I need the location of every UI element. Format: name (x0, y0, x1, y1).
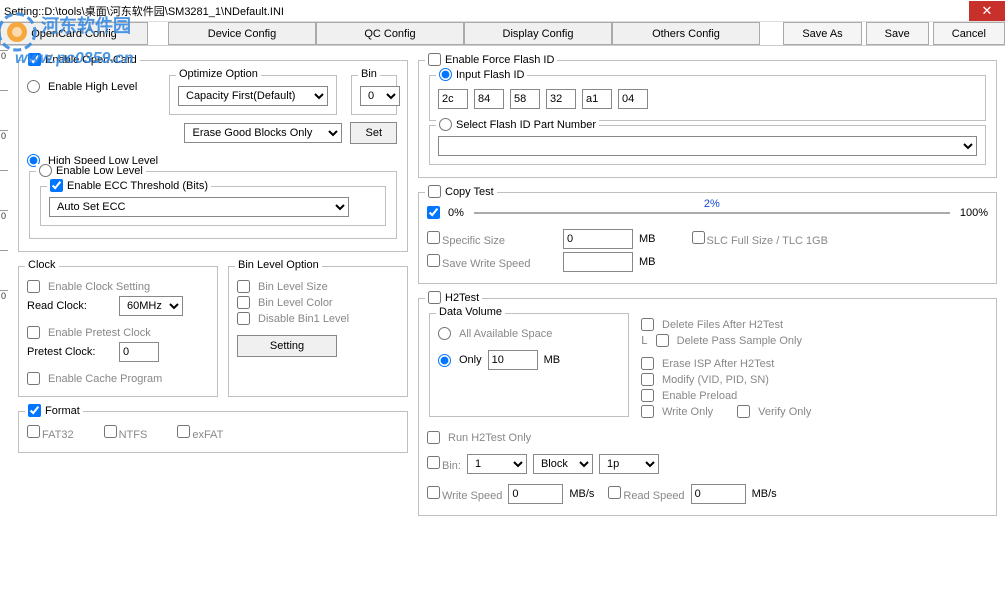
side-ruler: 0000 (0, 50, 8, 550)
low-level-radio[interactable] (39, 164, 52, 177)
save-as-button[interactable]: Save As (783, 22, 861, 45)
h2-bin-select[interactable]: 1 (467, 454, 527, 474)
tab-display[interactable]: Display Config (464, 22, 612, 45)
progress-bar: 2% (474, 212, 950, 214)
h2-check[interactable] (428, 291, 441, 304)
write-speed-check[interactable] (427, 486, 440, 499)
titlebar: Setting::D:\tools\桌面\河东软件园\SM3281_1\NDef… (0, 0, 1005, 22)
bin-level-group: Bin Level Option Bin Level Size Bin Leve… (228, 266, 408, 397)
spec-size-input[interactable] (563, 229, 633, 249)
bin-disable-check[interactable] (237, 312, 250, 325)
flash-id-1[interactable] (474, 89, 504, 109)
ecc-select[interactable]: Auto Set ECC (49, 197, 349, 217)
tab-qc[interactable]: QC Config (316, 22, 464, 45)
bin-color-check[interactable] (237, 296, 250, 309)
tab-opencard[interactable]: OpenCard Config (0, 22, 148, 45)
data-volume-group: Data Volume All Available Space Only MB (429, 313, 629, 417)
preload-check[interactable] (641, 389, 654, 402)
flash-id-check[interactable] (428, 53, 441, 66)
flash-id-2[interactable] (510, 89, 540, 109)
bin-group: Bin 0 (351, 75, 397, 115)
read-speed-input[interactable] (691, 484, 746, 504)
part-number-radio[interactable] (439, 118, 452, 131)
part-number-group: Select Flash ID Part Number (429, 125, 986, 165)
optimize-select[interactable]: Capacity First(Default) (178, 86, 328, 106)
save-button[interactable]: Save (866, 22, 929, 45)
read-speed-check[interactable] (608, 486, 621, 499)
verify-only-check[interactable] (737, 405, 750, 418)
delete-pass-check[interactable] (656, 334, 669, 347)
write-speed-input[interactable] (508, 484, 563, 504)
optimize-group: Optimize Option Capacity First(Default) (169, 75, 337, 115)
exfat-check[interactable] (177, 425, 190, 438)
flash-id-3[interactable] (546, 89, 576, 109)
save-write-check[interactable] (427, 254, 440, 267)
bin-size-check[interactable] (237, 280, 250, 293)
flash-id-0[interactable] (438, 89, 468, 109)
copy-test-group: Copy Test 0% 2% 100% Specific Size MB SL… (418, 192, 997, 284)
input-flash-radio[interactable] (439, 68, 452, 81)
slc-check[interactable] (692, 231, 705, 244)
input-flash-id-group: Input Flash ID (429, 75, 986, 121)
spec-size-check[interactable] (427, 231, 440, 244)
high-level-radio[interactable] (27, 80, 40, 93)
pretest-clock-input[interactable] (119, 342, 159, 362)
only-radio[interactable] (438, 354, 451, 367)
pretest-enable-check[interactable] (27, 326, 40, 339)
format-check[interactable] (28, 404, 41, 417)
clock-enable-check[interactable] (27, 280, 40, 293)
close-button[interactable]: ✕ (969, 1, 1005, 21)
all-space-radio[interactable] (438, 327, 451, 340)
copy-run-check[interactable] (427, 206, 440, 219)
tab-others[interactable]: Others Config (612, 22, 760, 45)
format-group: Format FAT32 NTFS exFAT (18, 411, 408, 453)
open-card-check[interactable] (28, 53, 41, 66)
open-card-group: Enable Open-Card Enable High Level Optim… (18, 60, 408, 252)
copy-test-check[interactable] (428, 185, 441, 198)
h2test-group: H2Test Data Volume All Available Space O… (418, 298, 997, 516)
clock-group: Clock Enable Clock Setting Read Clock:60… (18, 266, 218, 397)
ntfs-check[interactable] (104, 425, 117, 438)
run-h2-only-check[interactable] (427, 431, 440, 444)
toolbar: OpenCard Config Device Config QC Config … (0, 22, 1005, 46)
flash-id-group: Enable Force Flash ID Input Flash ID Sel… (418, 60, 997, 178)
h2-bin-check[interactable] (427, 456, 440, 469)
flash-id-4[interactable] (582, 89, 612, 109)
flash-id-5[interactable] (618, 89, 648, 109)
write-only-check[interactable] (641, 405, 654, 418)
part-number-select[interactable] (438, 136, 977, 156)
cache-check[interactable] (27, 372, 40, 385)
bin-setting-button[interactable]: Setting (237, 335, 337, 357)
ecc-group: Enable ECC Threshold (Bits) Auto Set ECC (40, 186, 386, 226)
fat32-check[interactable] (27, 425, 40, 438)
erase-isp-check[interactable] (641, 357, 654, 370)
window-title: Setting::D:\tools\桌面\河东软件园\SM3281_1\NDef… (4, 3, 969, 19)
set-button[interactable]: Set (350, 122, 397, 144)
low-level-group: Enable Low Level Enable ECC Threshold (B… (29, 171, 397, 239)
cancel-button[interactable]: Cancel (933, 22, 1005, 45)
save-write-input[interactable] (563, 252, 633, 272)
delete-after-check[interactable] (641, 318, 654, 331)
h2-page-select[interactable]: 1p (599, 454, 659, 474)
tab-device[interactable]: Device Config (168, 22, 316, 45)
erase-select[interactable]: Erase Good Blocks Only (184, 123, 342, 143)
modify-check[interactable] (641, 373, 654, 386)
ecc-check[interactable] (50, 179, 63, 192)
read-clock-select[interactable]: 60MHz (119, 296, 183, 316)
bin-select[interactable]: 0 (360, 86, 400, 106)
h2-block-select[interactable]: Block (533, 454, 593, 474)
only-input[interactable] (488, 350, 538, 370)
